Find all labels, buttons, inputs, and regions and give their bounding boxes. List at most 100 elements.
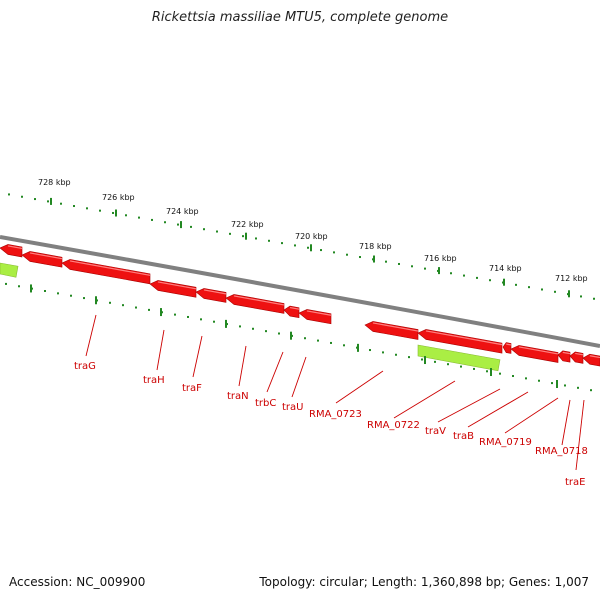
inner-tick-dot <box>473 367 475 370</box>
gene-label: traG <box>74 361 96 372</box>
gene-highlight <box>506 343 512 346</box>
outer-tick-dot <box>125 214 127 217</box>
reverse-gene-arrow <box>0 262 19 278</box>
inner-tick-dot <box>551 382 553 385</box>
kbp-label: 726 kbp <box>102 193 135 202</box>
forward-gene-arrow <box>149 280 197 298</box>
outer-tick-dot <box>294 244 296 247</box>
inner-tick-dot <box>369 349 371 352</box>
outer-tick-dot <box>359 256 361 259</box>
outer-major-tick <box>373 255 375 263</box>
kbp-label: 720 kbp <box>295 232 328 241</box>
gene-label: RMA_0719 <box>479 437 532 448</box>
gene-highlight <box>203 289 227 295</box>
inner-tick-dot <box>44 289 46 292</box>
inner-tick-dot <box>577 386 579 389</box>
inner-tick-dot <box>421 358 423 361</box>
outer-tick-dot <box>216 230 218 233</box>
kbp-label: 714 kbp <box>489 264 522 273</box>
gene-highlight <box>157 281 197 290</box>
inner-major-tick <box>30 284 32 293</box>
outer-tick-dot <box>177 223 179 226</box>
outer-tick-dot <box>112 211 114 214</box>
inner-major-tick <box>290 331 292 340</box>
inner-tick-dot <box>5 282 7 285</box>
inner-tick-dot <box>135 306 137 309</box>
outer-tick-dot <box>268 239 270 242</box>
outer-tick-dot <box>320 249 322 252</box>
outer-major-tick <box>310 244 312 252</box>
outer-major-tick <box>503 278 505 286</box>
inner-tick-dot <box>70 294 72 297</box>
inner-tick-dot <box>174 313 176 316</box>
gene-leader-line <box>156 329 165 371</box>
gene-leader-line <box>504 397 559 434</box>
inner-tick-dot <box>499 372 501 375</box>
inner-tick-track <box>5 282 592 392</box>
gene-label: RMA_0718 <box>535 446 588 457</box>
forward-gene-arrow <box>61 259 151 285</box>
kbp-label: 718 kbp <box>359 242 392 251</box>
gene-label: traF <box>182 383 202 394</box>
outer-tick-dot <box>463 274 465 277</box>
accession-text: Accession: NC_009900 <box>9 575 146 589</box>
outer-tick-dot <box>151 218 153 221</box>
inner-tick-dot <box>252 327 254 330</box>
genome-backbone <box>0 235 600 348</box>
gene-leader-line <box>467 391 529 428</box>
reverse-gene-arrow <box>417 344 501 372</box>
gene-label: trbC <box>255 398 276 409</box>
inner-tick-dot <box>57 292 59 295</box>
gene-leader-line <box>393 380 456 419</box>
gene-label: RMA_0722 <box>367 420 420 431</box>
outer-tick-dot <box>346 253 348 256</box>
outer-tick-dot <box>424 267 426 270</box>
outer-tick-dot <box>333 251 335 254</box>
outer-tick-dot <box>242 235 244 238</box>
gene-leader-line <box>561 399 571 446</box>
gene-highlight <box>69 260 151 276</box>
gene-label: traB <box>453 431 474 442</box>
kbp-label: 716 kbp <box>424 254 457 263</box>
gene-leader-line <box>335 370 384 404</box>
outer-tick-dot <box>164 221 166 224</box>
forward-gene-arrow <box>21 251 63 268</box>
outer-tick-dot <box>47 200 49 203</box>
inner-tick-dot <box>109 301 111 304</box>
inner-tick-dot <box>343 344 345 347</box>
inner-tick-dot <box>122 304 124 307</box>
gene-highlight <box>518 346 559 355</box>
inner-major-tick <box>556 380 558 389</box>
inner-major-tick <box>357 343 359 352</box>
gene-highlight <box>306 310 332 316</box>
inner-tick-dot <box>18 285 20 288</box>
outer-tick-dot <box>515 283 517 286</box>
outer-tick-dot <box>21 195 23 198</box>
kbp-label-group: 728 kbp 726 kbp 724 kbp 722 kbp 720 kbp 718 k… <box>38 178 588 283</box>
inner-tick-dot <box>564 384 566 387</box>
inner-major-tick <box>95 296 97 305</box>
outer-tick-dot <box>593 297 595 300</box>
forward-gene-arrow <box>225 294 285 314</box>
gene-label: traN <box>227 391 249 402</box>
outer-tick-dot <box>554 290 556 293</box>
inner-tick-dot <box>187 315 189 318</box>
gene-label-group: traG traH traF traN trbC traU RMA_0723 RMA_0722… <box>74 314 588 488</box>
inner-tick-dot <box>330 341 332 344</box>
gene-label: RMA_0723 <box>309 409 362 420</box>
kbp-label: 712 kbp <box>555 274 588 283</box>
gene-label: traV <box>425 426 446 437</box>
outer-tick-dot <box>385 260 387 263</box>
outer-tick-dot <box>73 205 75 208</box>
gene-highlight <box>562 351 571 355</box>
forward-gene-arrow <box>417 329 503 354</box>
forward-gene-arrow <box>364 321 419 340</box>
outer-tick-dot <box>138 216 140 219</box>
inner-tick-dot <box>447 363 449 366</box>
outer-tick-dot <box>476 276 478 279</box>
inner-tick-dot <box>317 339 319 342</box>
inner-major-tick <box>490 368 492 377</box>
inner-major-tick <box>424 356 426 365</box>
